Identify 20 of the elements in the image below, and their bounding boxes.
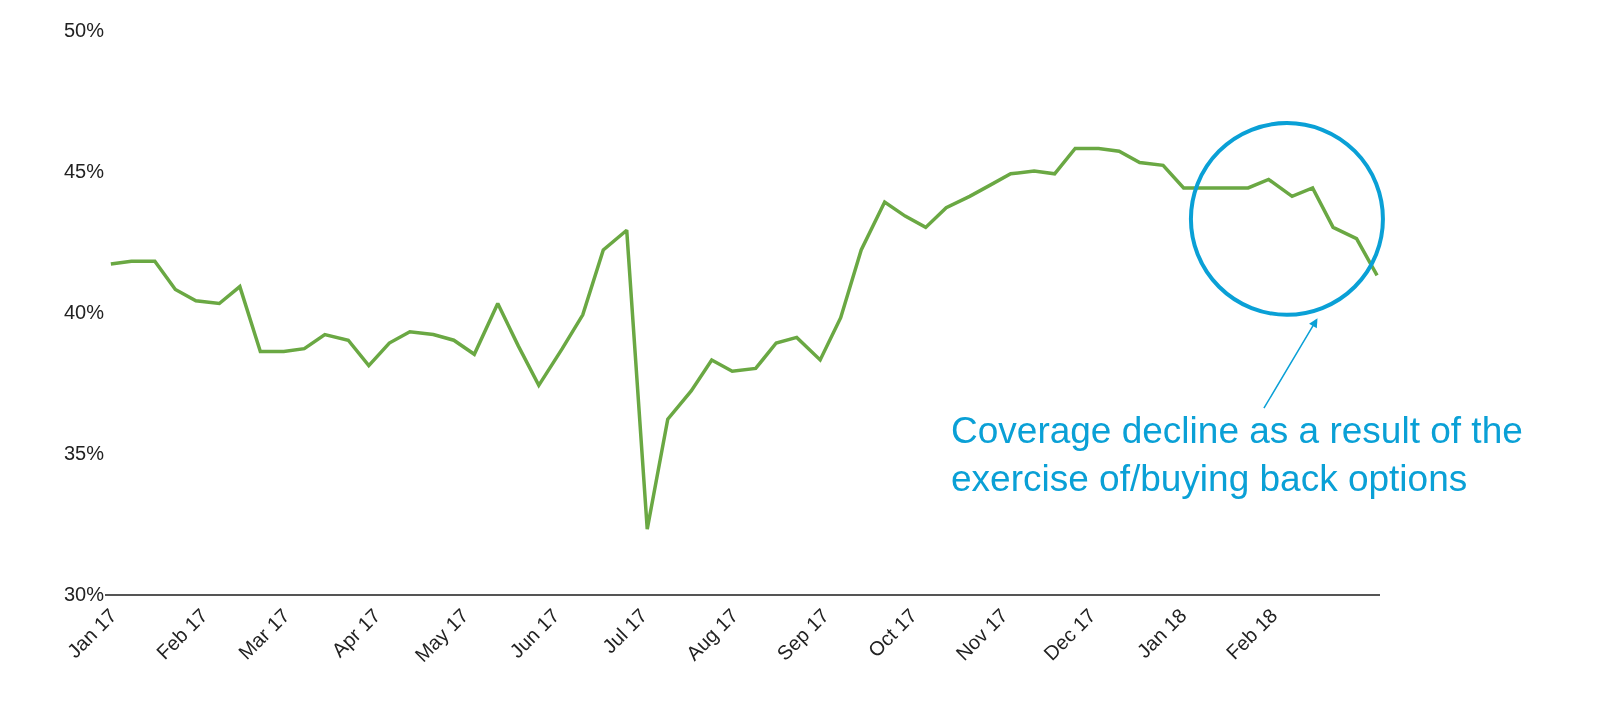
y-tick-label: 40%: [63, 301, 105, 323]
x-tick-label: Dec 17: [1039, 604, 1100, 665]
x-tick-label: Aug 17: [681, 604, 743, 665]
x-tick-label: Jan 18: [1132, 604, 1191, 663]
x-tick-label: Feb 17: [152, 604, 212, 664]
x-tick-label: Jan 17: [62, 604, 121, 663]
x-tick-label: Nov 17: [951, 604, 1012, 665]
y-tick-label: 35%: [63, 442, 105, 464]
x-tick-label: Apr 17: [327, 604, 385, 662]
x-tick-label: Feb 18: [1221, 604, 1282, 664]
x-tick-label: May 17: [410, 604, 473, 667]
y-tick-label: 50%: [63, 19, 105, 41]
x-tick-label: Mar 17: [234, 604, 294, 664]
y-tick-label: 45%: [63, 160, 105, 182]
x-tick-label: Sep 17: [772, 604, 833, 665]
x-tick-label: Jun 17: [505, 604, 564, 663]
x-tick-label: Jul 17: [597, 604, 652, 658]
annotation: Coverage decline as a result of the exercise of/buying back options: [951, 410, 1523, 500]
x-tick-label: Oct 17: [863, 604, 921, 662]
y-tick-label: 30%: [63, 583, 105, 605]
